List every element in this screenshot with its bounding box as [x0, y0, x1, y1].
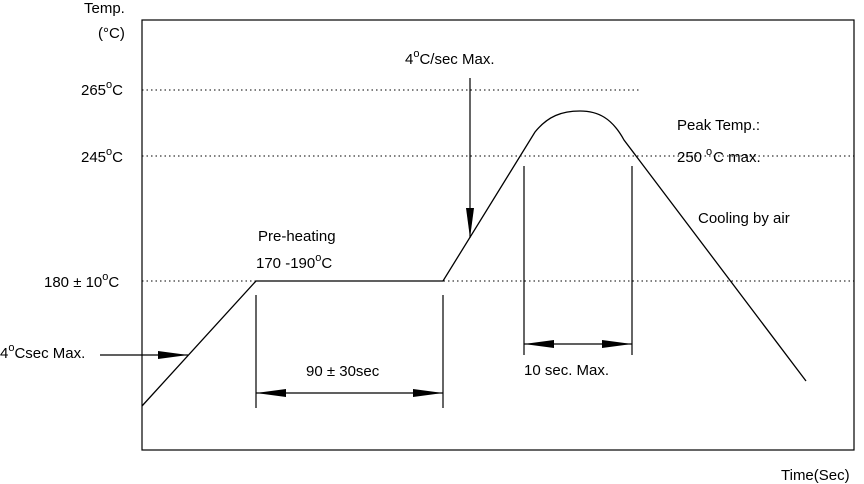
y-tick-180: 180 ± 10oC — [44, 271, 119, 291]
ramp-start-label: 4oCsec Max. — [0, 342, 85, 362]
x-axis-title: Time(Sec) — [781, 467, 850, 484]
svg-text:180 ± 10oC: 180 ± 10oC — [44, 271, 119, 291]
plot-frame — [141, 19, 855, 451]
y-tick-unit: C — [112, 82, 123, 99]
y-tick-unit: C — [108, 274, 119, 291]
y-tick-unit: C — [112, 149, 123, 166]
peak-duration-label: 10 sec. Max. — [524, 362, 609, 379]
svg-text:265oC: 265oC — [81, 79, 123, 99]
y-tick-265: 265oC — [81, 79, 123, 99]
peak-temp-title: Peak Temp.: — [677, 117, 760, 134]
preheat-duration-label: 90 ± 30sec — [306, 363, 380, 380]
y-tick-245: 245oC — [81, 146, 123, 166]
y-tick-value: 265 — [81, 82, 106, 99]
cooling-label: Cooling by air — [698, 210, 790, 227]
y-tick-value: 180 ± 10 — [44, 274, 102, 291]
peak-temp-value: 250 oC max. — [677, 146, 761, 166]
preheat-range-label: 170 -190oC — [256, 252, 332, 272]
ramp-reflow-label: 4oC/sec Max. — [405, 48, 494, 68]
svg-text:245oC: 245oC — [81, 146, 123, 166]
y-tick-value: 245 — [81, 149, 106, 166]
preheat-title: Pre-heating — [258, 228, 336, 245]
y-axis-unit: (°C) — [98, 25, 125, 42]
y-axis-title: Temp. — [84, 0, 125, 17]
temperature-profile-curve — [141, 110, 807, 407]
